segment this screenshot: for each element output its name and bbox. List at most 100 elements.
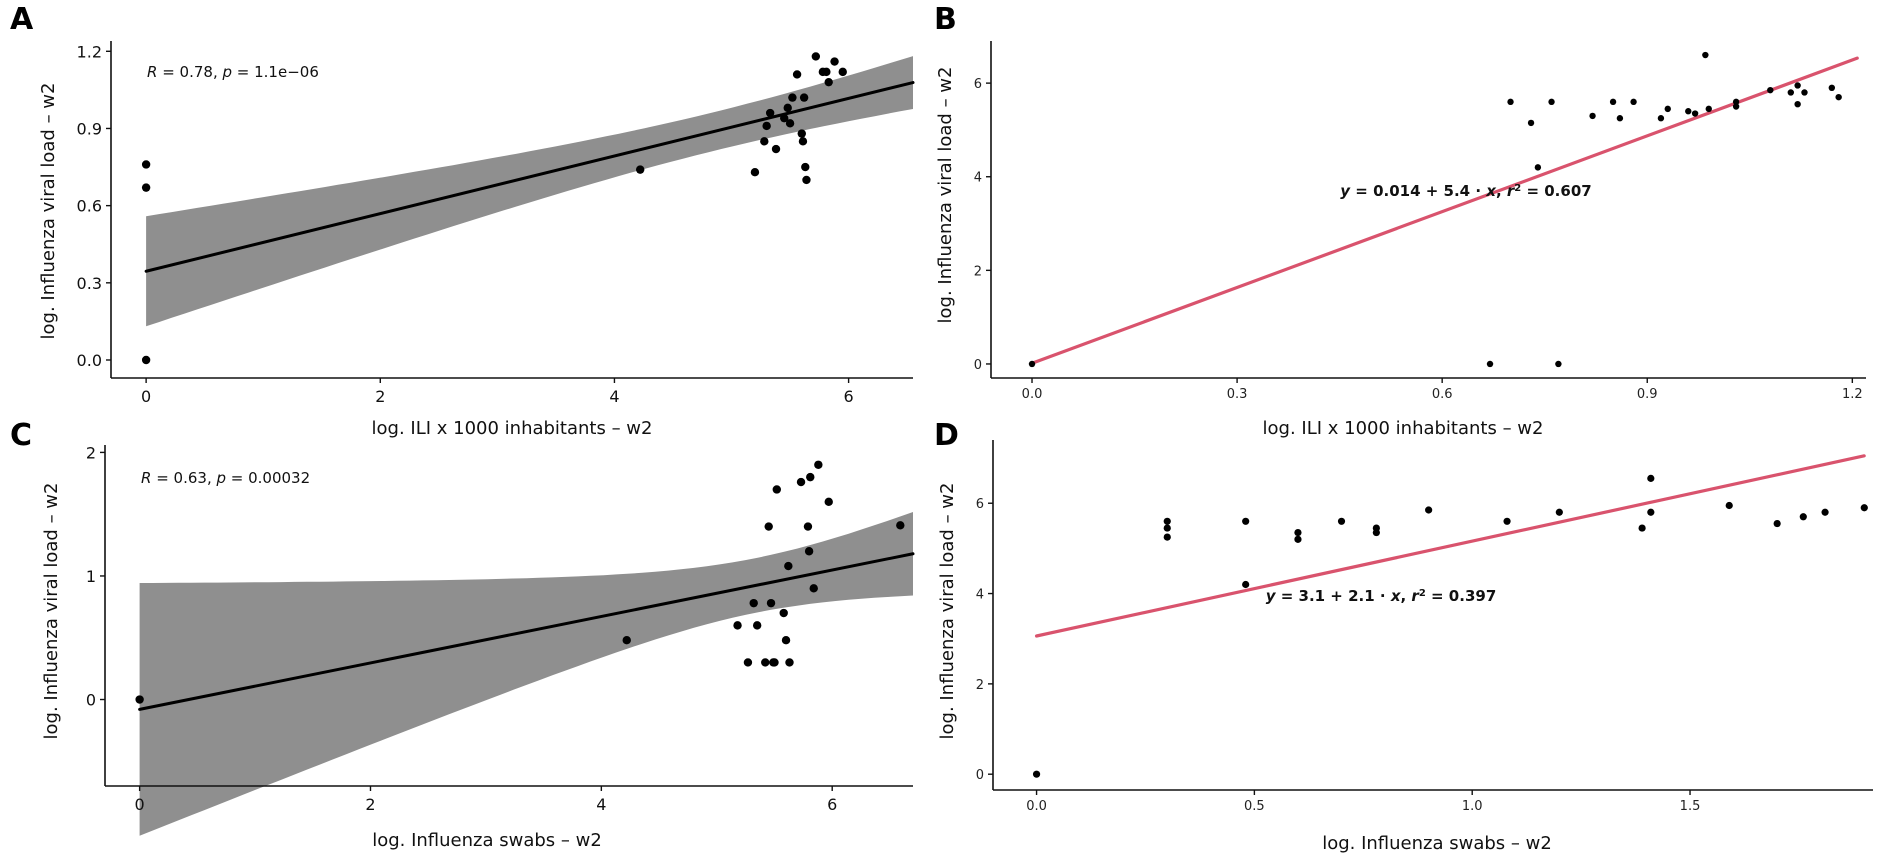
panel-a-confidence-band <box>146 56 914 327</box>
panel-c-point <box>761 658 770 667</box>
panel-b-x-tick-label: 0.9 <box>1637 387 1658 402</box>
panel-d-x-axis-title: log. Influenza swabs – w2 <box>1322 833 1552 854</box>
panel-d-point <box>1799 513 1807 521</box>
panel-d-y-axis-title: log. Influenza viral load – w2 <box>937 483 958 740</box>
panel-b-point <box>1527 119 1535 127</box>
panel-b-point <box>1609 98 1617 106</box>
panel-b-point <box>1486 360 1494 368</box>
panel-d-point <box>1503 517 1511 525</box>
panel-c-point <box>803 522 813 531</box>
panel-d-point <box>1163 517 1171 525</box>
panel-a-regression-line <box>144 81 915 273</box>
panel-b-y-tick-label: 0 <box>974 358 982 373</box>
panel-b-point <box>1732 98 1740 106</box>
panel-c-confidence-band <box>139 512 914 836</box>
panel-c-point <box>796 477 806 487</box>
panel-a-x-tick-label: 2 <box>375 387 385 406</box>
panel-c-point <box>804 547 814 556</box>
panel-b-x-tick-label: 1.2 <box>1842 387 1863 402</box>
panel-b-regression-line <box>1030 56 1859 365</box>
panel-b-point <box>1835 93 1842 101</box>
panel-d-point <box>1163 524 1171 532</box>
panel-a-y-tick-label: 0.0 <box>77 351 102 370</box>
panel-c-point <box>766 598 776 608</box>
panel-a-y-tick-label: 0.6 <box>77 197 102 216</box>
panel-c-y-tick-label: 0 <box>86 691 96 710</box>
panel-d-y-tick-label: 6 <box>976 497 984 512</box>
panel-a-point <box>783 103 792 113</box>
panel-a-point <box>798 137 808 146</box>
panel-d-x-tick-label: 1.0 <box>1462 799 1483 814</box>
panel-a-point <box>771 144 781 154</box>
panel-a-point <box>788 93 797 102</box>
panel-b-point <box>1616 115 1624 122</box>
panel-b-point <box>1732 103 1740 110</box>
panel-d-regression-equation: y = 3.1 + 2.1 · x, r2 = 0.397 <box>1266 587 1497 605</box>
panel-c-letter: C <box>10 418 32 453</box>
panel-b-point <box>1691 110 1699 117</box>
panel-c-y-axis-title: log. Influenza viral load – w2 <box>41 483 62 740</box>
panel-a: A 0 2 4 6 0.0 0.3 0.6 0.9 1.2 R = 0.78, p = 1.1e… <box>10 2 915 439</box>
panel-c-point <box>764 522 773 531</box>
panel-b-letter: B <box>934 2 957 37</box>
panel-c-point <box>135 695 144 704</box>
panel-a-point <box>780 113 789 123</box>
panel-b-point <box>1794 100 1801 108</box>
panel-b-plot-area: 0.0 0.3 0.6 0.9 1.2 0 2 4 6 <box>974 51 1863 402</box>
panel-d-point <box>1773 519 1781 528</box>
panel-b-point <box>1801 89 1808 96</box>
panel-b-point <box>1828 84 1836 92</box>
panel-c-point <box>770 658 779 667</box>
panel-a-point <box>824 77 833 87</box>
panel-b-point <box>1767 86 1774 94</box>
panel-a-plot-area: 0 2 4 6 0.0 0.3 0.6 0.9 1.2 <box>77 42 915 406</box>
panel-c-point <box>781 636 791 645</box>
panel-b-point <box>1685 108 1692 115</box>
panel-c-point <box>785 658 794 667</box>
panel-b-point <box>1787 89 1795 96</box>
panel-c-point <box>622 636 631 645</box>
panel-b-point <box>1534 164 1542 171</box>
panel-b-x-tick-label: 0.6 <box>1432 387 1453 402</box>
panel-d-regression-line <box>1034 454 1866 638</box>
panel-d-x-tick-label: 0.0 <box>1026 799 1047 814</box>
panel-b-point <box>1589 112 1596 120</box>
panel-d-point <box>1860 504 1868 512</box>
panel-b-point <box>1028 360 1036 368</box>
panel-c-point <box>824 497 833 507</box>
panel-a-point <box>141 160 151 169</box>
panel-b-point <box>1548 98 1555 106</box>
panel-a-point <box>765 108 775 118</box>
panel-c-x-tick-label: 0 <box>135 795 145 814</box>
panel-a-y-axis-title: log. Influenza viral load – w2 <box>38 83 59 340</box>
panel-b-y-tick-label: 2 <box>974 264 982 279</box>
panel-a-point <box>802 175 811 185</box>
panel-b-point <box>1657 115 1665 122</box>
panel-c-point <box>806 472 815 482</box>
panel-c-point <box>752 621 762 630</box>
panel-d: D 0.0 0.5 1.0 1.5 0 2 4 6 y = 3.1 + 2.1 · x, r2… <box>934 418 1873 854</box>
panel-d-point <box>1242 580 1250 589</box>
panel-b-point <box>1664 105 1671 113</box>
panel-d-point <box>1032 770 1041 778</box>
panel-c-plot-area: 0 2 4 6 0 1 2 <box>86 443 915 836</box>
panel-c-point <box>809 584 818 593</box>
panel-a-point <box>750 167 760 177</box>
panel-c-point <box>779 608 788 618</box>
panel-b-x-axis-title: log. ILI x 1000 inhabitants – w2 <box>1263 418 1544 439</box>
panel-b-y-tick-label: 6 <box>974 77 982 92</box>
panel-d-point <box>1821 508 1829 516</box>
panel-c-correlation-annotation: R = 0.63, p = 0.00032 <box>141 469 310 487</box>
panel-a-y-tick-label: 0.3 <box>77 274 102 293</box>
panel-d-x-tick-label: 0.5 <box>1244 799 1265 814</box>
panel-a-point <box>760 137 769 146</box>
panel-c-point <box>814 460 823 469</box>
panel-b-y-axis-title: log. Influenza viral load – w2 <box>935 67 956 324</box>
panel-a-point <box>838 67 847 77</box>
panel-d-x-tick-label: 1.5 <box>1680 799 1701 814</box>
panel-c-point <box>896 521 905 530</box>
panel-a-point <box>801 162 810 172</box>
panel-b-point <box>1555 360 1562 368</box>
panel-c-x-tick-label: 4 <box>596 795 606 814</box>
panel-d-point <box>1242 517 1250 525</box>
